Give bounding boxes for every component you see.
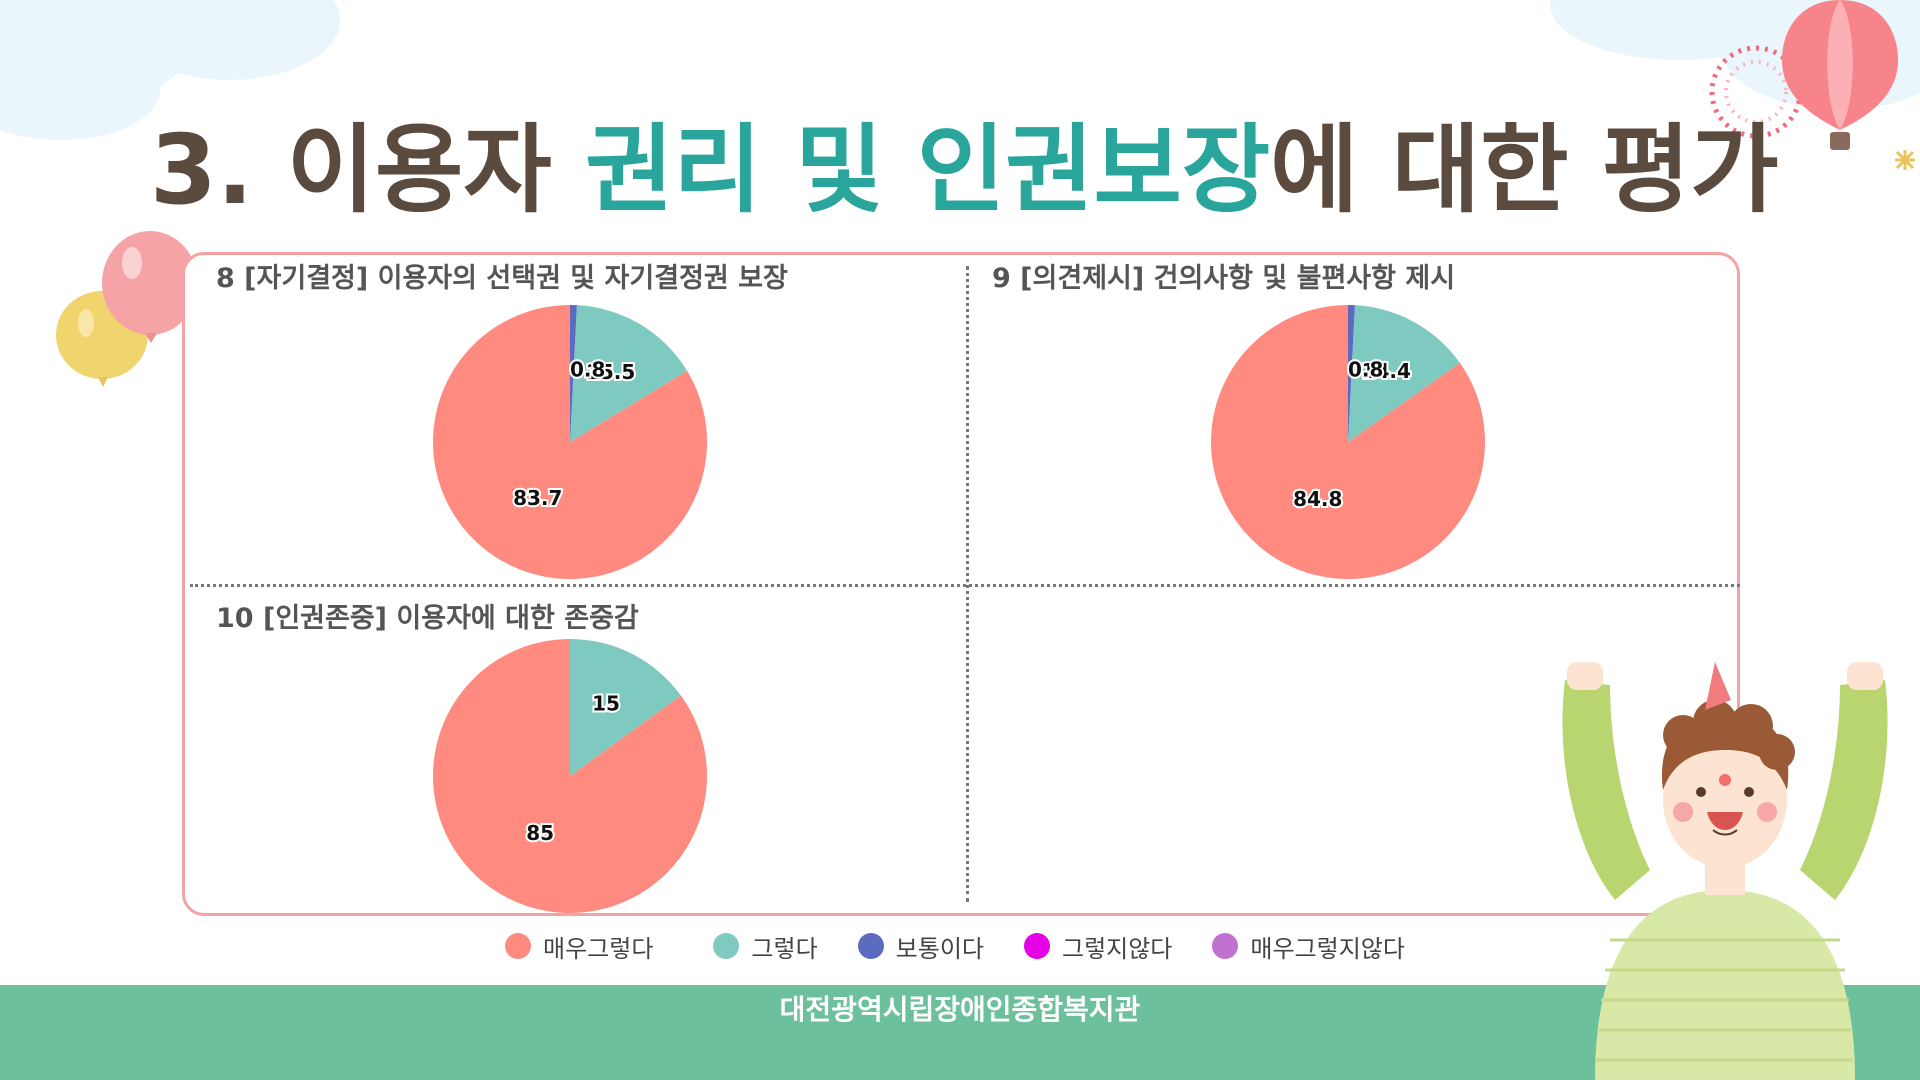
legend-dot	[505, 933, 531, 959]
chart-title-8: 8 [자기결정] 이용자의 선택권 및 자기결정권 보장	[216, 263, 788, 294]
legend-label: 그렇다	[751, 934, 818, 963]
legend-label: 보통이다	[895, 934, 984, 963]
legend-dot	[713, 933, 740, 959]
hot-air-balloon-icon	[1709, 0, 1915, 170]
legend-item-agree: 그렇다	[713, 929, 818, 964]
pie-slice-1	[433, 305, 707, 579]
page-title: 3. 이용자 권리 및 인권보장에 대한 평가	[150, 110, 1850, 230]
pie-slice-2	[1348, 305, 1460, 442]
legend-label: 매우그렇지않다	[1250, 934, 1405, 963]
title-highlight: 권리 및 인권보장	[585, 114, 1271, 226]
pie-slice-2	[570, 305, 688, 442]
pie-data-label: 14.4	[1362, 359, 1411, 383]
cloud-decoration	[0, 40, 160, 140]
legend-item-neutral: 보통이다	[857, 929, 984, 964]
legend-dot	[1023, 933, 1050, 959]
title-prefix: 3. 이용자	[150, 114, 586, 226]
pie-data-label: 83.7	[513, 486, 562, 510]
pie-slice-1	[433, 639, 707, 913]
pie-chart-9: 84.8 14.40.8	[1211, 305, 1485, 579]
legend-label: 그렇지않다	[1061, 934, 1173, 963]
pie-data-label: 84.8	[1293, 487, 1342, 511]
legend-item-very-agree: 매우그렇다	[505, 929, 653, 964]
pie-data-label: 0.8	[1348, 357, 1383, 381]
pie-slice-2	[570, 639, 681, 776]
legend-dot	[857, 933, 884, 959]
panel-divider-horizontal	[190, 584, 1740, 587]
pie-slice-3	[1348, 305, 1355, 442]
panel-divider-vertical	[966, 266, 969, 902]
cheering-boy-illustration	[1562, 662, 1888, 1080]
pie-chart-10: 85 15	[433, 639, 707, 913]
pie-data-label: 0.8	[570, 357, 605, 381]
pie-chart-8: 83.7 15.50.8	[433, 305, 707, 579]
chart-title-9: 9 [의견제시] 건의사항 및 불편사항 제시	[992, 263, 1456, 294]
pie-data-label: 15	[592, 692, 620, 716]
title-suffix: 에 대한 평가	[1270, 114, 1779, 226]
balloons-icon	[56, 231, 198, 387]
chart-legend: 매우그렇다 그렇다 보통이다 그렇지않다 매우그렇지않다	[505, 928, 1445, 964]
pie-data-label: 15.5	[586, 360, 635, 384]
legend-item-disagree: 그렇지않다	[1023, 929, 1173, 964]
legend-dot	[1212, 933, 1239, 959]
legend-item-very-disagree: 매우그렇지않다	[1212, 929, 1405, 964]
pie-data-label: 85	[526, 821, 554, 845]
chart-title-10: 10 [인권존중] 이용자에 대한 존중감	[216, 603, 639, 634]
legend-label: 매우그렇다	[543, 934, 654, 963]
organization-name: 대전광역시립장애인종합복지관	[779, 993, 1141, 1026]
pie-slice-3	[570, 305, 577, 442]
